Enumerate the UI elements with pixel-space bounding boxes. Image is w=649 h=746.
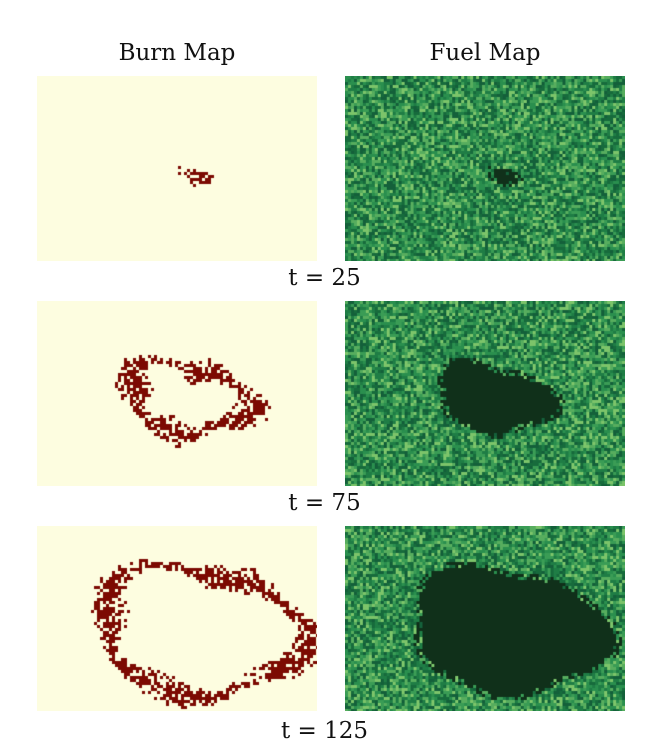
time-label-t25: t = 25 xyxy=(0,265,649,291)
burn-map-panel-t75 xyxy=(37,301,317,486)
burn-map-column-title: Burn Map xyxy=(37,40,317,66)
fuel-map-panel-t125 xyxy=(345,526,625,711)
burn-map-panel-t125 xyxy=(37,526,317,711)
burn-map-panel-t25 xyxy=(37,76,317,261)
fuel-map-panel-t25 xyxy=(345,76,625,261)
fuel-map-column-title: Fuel Map xyxy=(345,40,625,66)
time-label-t75: t = 75 xyxy=(0,490,649,516)
time-label-t125: t = 125 xyxy=(0,718,649,744)
fuel-map-panel-t75 xyxy=(345,301,625,486)
